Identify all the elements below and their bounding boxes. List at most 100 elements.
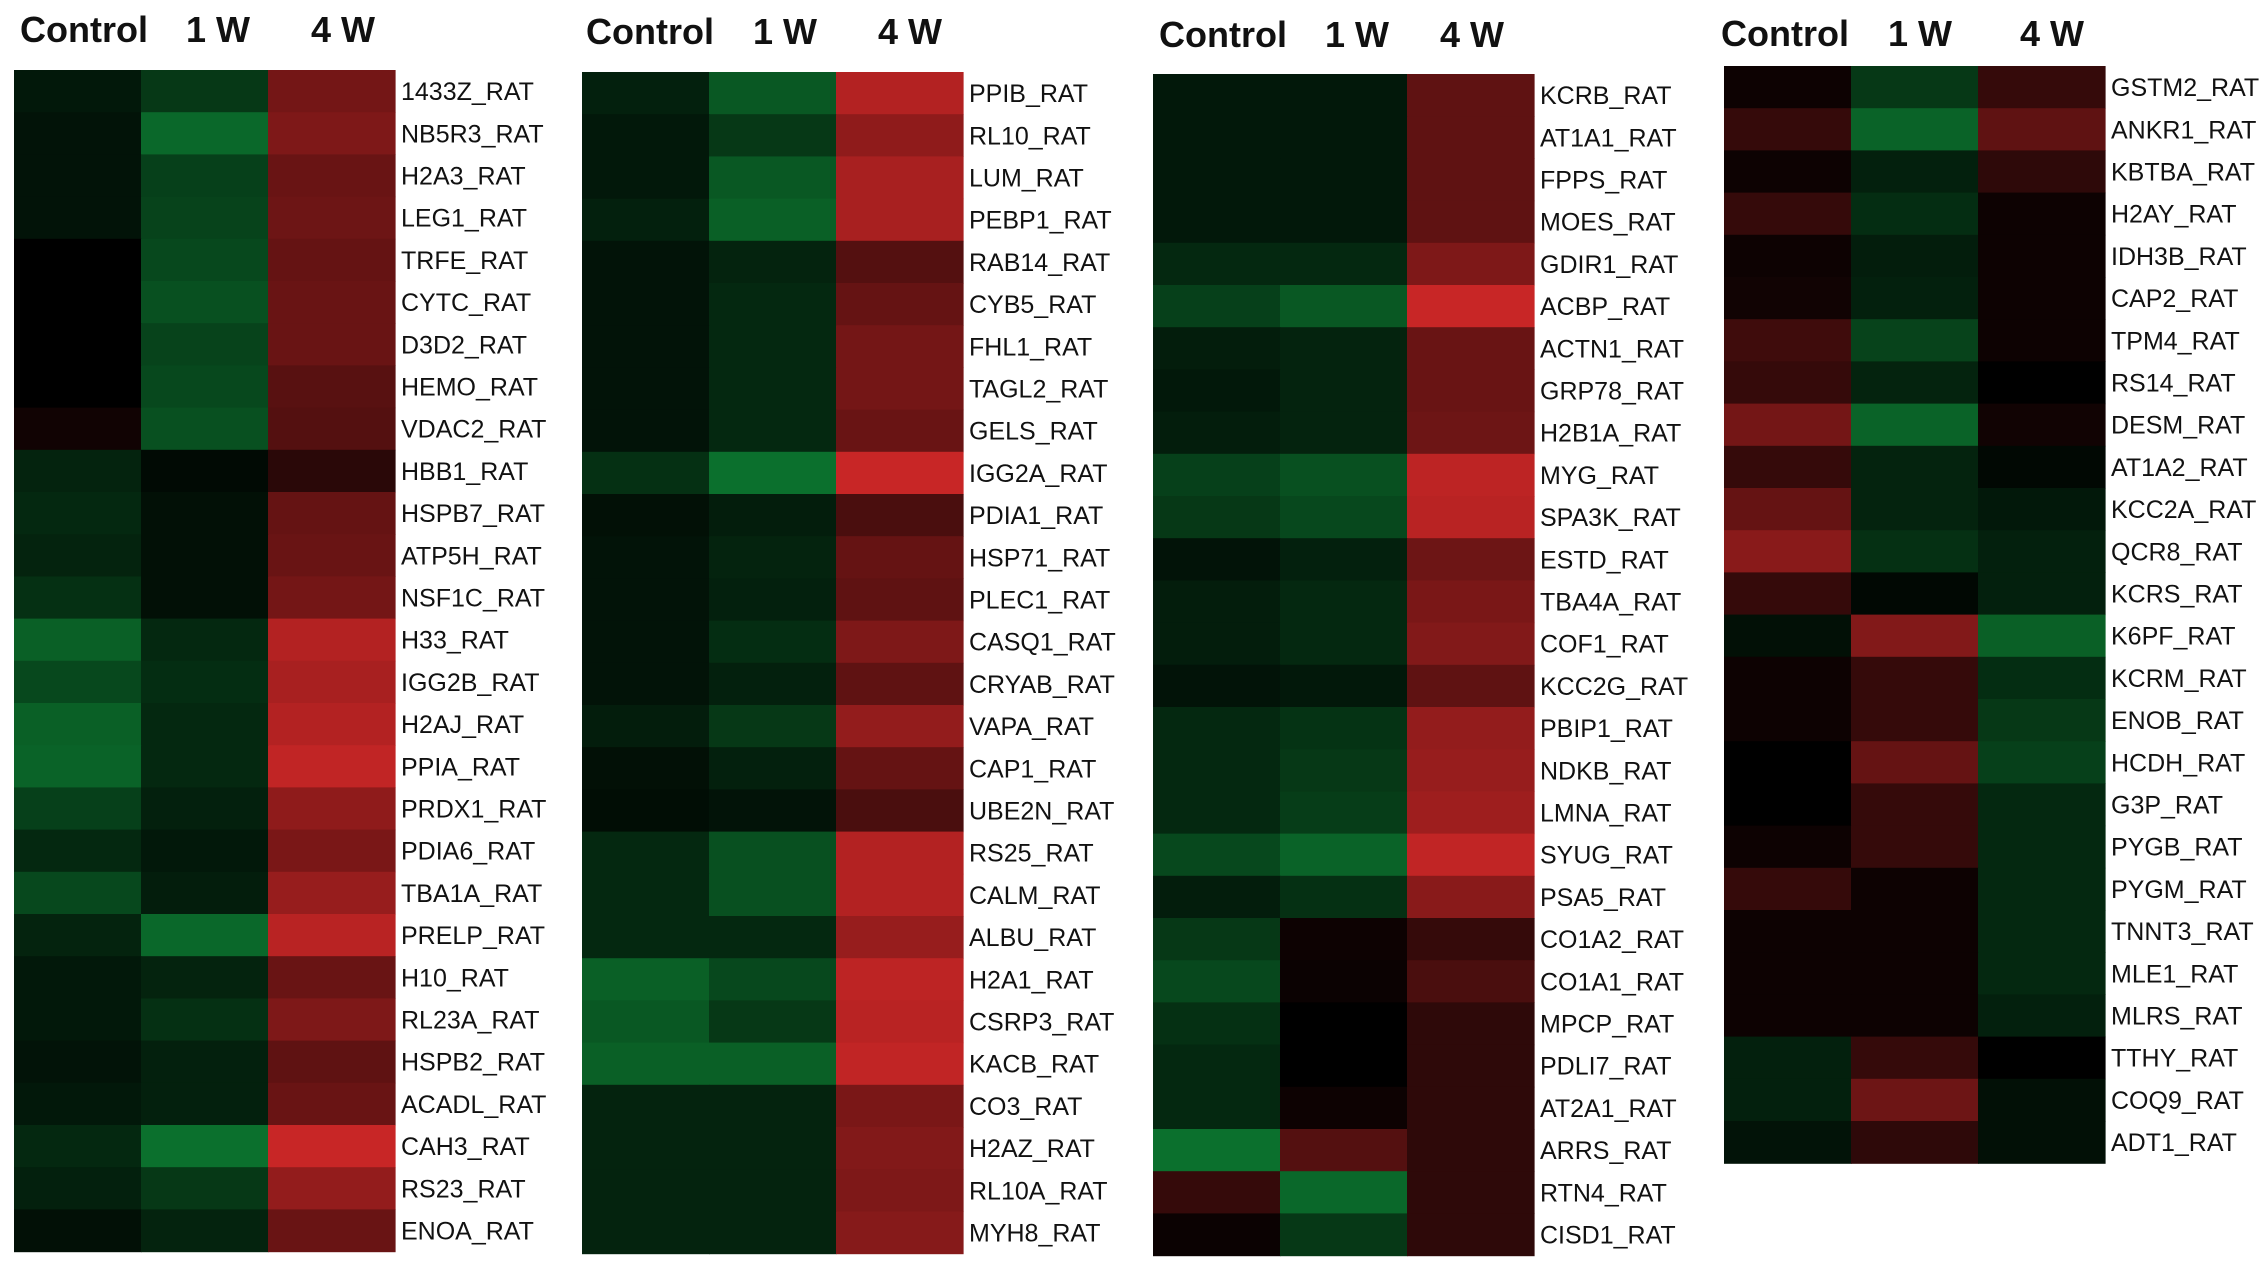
heatmap-cell [1978, 825, 2106, 869]
heatmap-cell [1978, 614, 2106, 658]
row-label: H2A3_RAT [401, 163, 526, 191]
heatmap-cell [836, 536, 964, 579]
heatmap-cell [14, 196, 142, 240]
heatmap-cell [1851, 108, 1979, 151]
heatmap-cell [836, 1084, 964, 1128]
row-label: ALBU_RAT [969, 924, 1096, 952]
heatmap-cell [1280, 1213, 1408, 1257]
heatmap-cell [14, 112, 142, 155]
heatmap-cell [1280, 411, 1408, 455]
heatmap-cell [1724, 530, 1852, 573]
heatmap-cell [1153, 200, 1281, 244]
row-label: DESM_RAT [2111, 412, 2245, 440]
heatmap-cell [1851, 1036, 1979, 1080]
heatmap-cell [1978, 403, 2106, 447]
row-label: ATP5H_RAT [401, 542, 542, 570]
heatmap-cell [582, 198, 710, 242]
heatmap-cell [1280, 116, 1408, 159]
heatmap-cell [836, 240, 964, 284]
heatmap-cell [1851, 656, 1979, 700]
heatmap-cell [1978, 150, 2106, 194]
heatmap-cell [709, 198, 837, 242]
heatmap-cell [1153, 285, 1281, 328]
heatmap-cell [141, 787, 269, 831]
row-label: NDKB_RAT [1540, 757, 1672, 785]
heatmap-cell [836, 409, 964, 453]
heatmap-cell [1153, 116, 1281, 159]
heatmap-cell [1851, 614, 1979, 658]
heatmap-cell [1978, 910, 2106, 953]
heatmap-cell [14, 576, 142, 620]
heatmap-cell [1407, 158, 1535, 202]
heatmap-cell [1407, 1002, 1535, 1046]
row-label: NSF1C_RAT [401, 585, 545, 613]
heatmap-cell [1724, 783, 1852, 827]
heatmap-cell [141, 407, 269, 451]
heatmap-cell [14, 323, 142, 366]
heatmap-cell [1724, 150, 1852, 194]
row-label: AT2A1_RAT [1540, 1095, 1677, 1123]
heatmap-cell [582, 620, 710, 664]
heatmap-cell [1407, 242, 1535, 286]
heatmap-cell [1851, 319, 1979, 362]
row-label: LEG1_RAT [401, 205, 527, 233]
heatmap-cell [1153, 158, 1281, 202]
heatmap-cell [1978, 530, 2106, 573]
heatmap-cell [1724, 277, 1852, 320]
row-label: ADT1_RAT [2111, 1129, 2237, 1157]
row-label: K6PF_RAT [2111, 623, 2236, 651]
heatmap-cell [709, 240, 837, 284]
heatmap-cell [14, 534, 142, 577]
heatmap-cell [1978, 572, 2106, 616]
row-label: PPIA_RAT [401, 753, 520, 781]
row-label: CAH3_RAT [401, 1133, 530, 1161]
heatmap-cell [141, 1167, 269, 1210]
heatmap-cell [141, 1040, 269, 1084]
heatmap-cell [1407, 875, 1535, 919]
row-label: HEMO_RAT [401, 374, 538, 402]
heatmap-cell [1724, 1078, 1852, 1122]
heatmap-cell [141, 449, 269, 493]
row-label: LUM_RAT [969, 165, 1084, 193]
heatmap-cell [709, 494, 837, 537]
heatmap-cell [1407, 622, 1535, 666]
heatmap-cell [141, 576, 269, 620]
heatmap-cell [709, 873, 837, 917]
row-label: ACTN1_RAT [1540, 335, 1684, 363]
heatmap-cell [1280, 749, 1408, 792]
heatmap-cell [141, 914, 269, 957]
heatmap-cell [1280, 833, 1408, 877]
heatmap-cell [141, 196, 269, 240]
column-header: Control [1721, 13, 1849, 54]
heatmap-cell [1724, 572, 1852, 616]
row-label: CO1A2_RAT [1540, 926, 1684, 954]
heatmap-cell [582, 1084, 710, 1128]
heatmap-cell [1851, 994, 1979, 1038]
row-label: KCC2G_RAT [1540, 673, 1688, 701]
heatmap-cell [709, 72, 837, 115]
heatmap-cell [1280, 1129, 1408, 1172]
row-label: KCRB_RAT [1540, 82, 1672, 110]
row-label: PLEC1_RAT [969, 587, 1110, 615]
heatmap-cell [1153, 664, 1281, 708]
heatmap-cell [1153, 496, 1281, 539]
heatmap-cell [1407, 918, 1535, 961]
heatmap-cell [14, 787, 142, 831]
row-label: AT1A2_RAT [2111, 454, 2248, 482]
row-label: TTHY_RAT [2111, 1045, 2238, 1073]
heatmap-cell [1851, 1121, 1979, 1164]
heatmap-cell [1280, 369, 1408, 413]
row-label: CAP1_RAT [969, 755, 1096, 783]
row-label: GDIR1_RAT [1540, 251, 1678, 279]
heatmap-cell [14, 449, 142, 493]
heatmap-cell [1407, 833, 1535, 877]
heatmap-cell [836, 916, 964, 959]
heatmap-cell [1153, 1044, 1281, 1088]
heatmap-cell [582, 367, 710, 411]
column-header: 1 W [1325, 14, 1389, 55]
heatmap-cell [582, 494, 710, 537]
heatmap-cell [1153, 707, 1281, 750]
row-label: MPCP_RAT [1540, 1011, 1674, 1039]
row-label: PSA5_RAT [1540, 884, 1666, 912]
